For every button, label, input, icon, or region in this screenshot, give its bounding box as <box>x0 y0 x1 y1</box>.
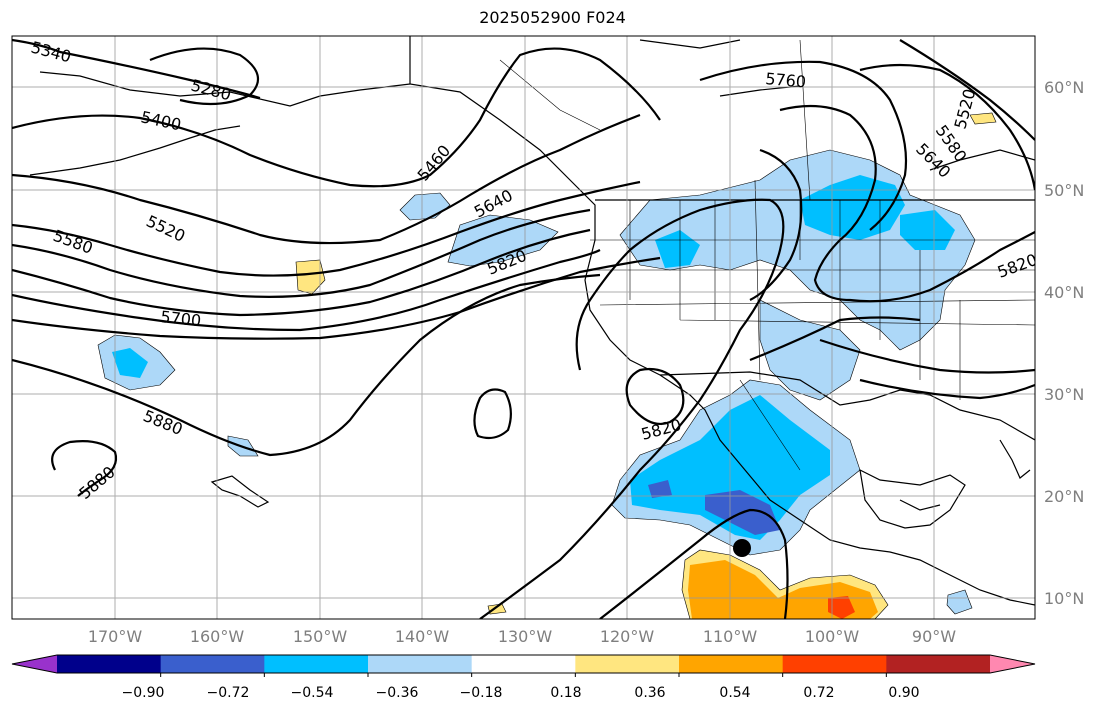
colorbar-tick-label: 0.72 <box>803 685 834 701</box>
map-background <box>12 36 1035 619</box>
colorbar-tick-label: 0.90 <box>888 685 919 701</box>
lon-tick-label: 130°W <box>498 627 553 646</box>
storm-center-marker <box>733 539 751 557</box>
anomaly-region <box>828 596 855 619</box>
anomaly-region <box>112 348 148 378</box>
anomaly-region <box>295 259 326 295</box>
colorbar-tick-label: −0.18 <box>460 685 503 701</box>
height-contours <box>12 38 1035 619</box>
colorbar-segment <box>886 655 991 673</box>
colorbar-tick-label: −0.90 <box>122 685 165 701</box>
anomaly-region <box>946 589 973 615</box>
lon-tick-labels: 170°W 160°W 150°W 140°W 130°W 120°W 110°… <box>88 627 956 646</box>
colorbar-segment <box>679 655 784 673</box>
lat-tick-labels: 60°N 50°N 40°N 30°N 20°N 10°N <box>1044 78 1084 608</box>
colorbar-segment <box>471 655 576 673</box>
lat-tick-label: 20°N <box>1044 487 1084 506</box>
colorbar-tick-label: −0.54 <box>291 685 334 701</box>
lon-tick-label: 120°W <box>600 627 655 646</box>
lat-tick-label: 30°N <box>1044 385 1084 404</box>
colorbar-tick-label: 0.18 <box>550 685 581 701</box>
lon-tick-label: 160°W <box>190 627 245 646</box>
lon-tick-label: 170°W <box>88 627 143 646</box>
lat-tick-label: 50°N <box>1044 181 1084 200</box>
colorbar-tick-label: −0.36 <box>376 685 419 701</box>
contour-label: 5700 <box>160 307 202 330</box>
anomaly-region <box>655 230 700 268</box>
lon-tick-label: 100°W <box>805 627 860 646</box>
colorbar-extend-high <box>990 655 1035 673</box>
colorbar-tick-label: 0.36 <box>634 685 665 701</box>
colorbar-tick-labels: −0.90 −0.72 −0.54 −0.36 −0.18 0.18 0.36 … <box>122 685 920 701</box>
colorbar-segment <box>782 655 887 673</box>
colorbar-extend-low <box>12 655 57 673</box>
anomaly-region <box>648 480 672 498</box>
lon-tick-label: 110°W <box>703 627 758 646</box>
lat-tick-label: 60°N <box>1044 78 1084 97</box>
anomaly-region <box>969 112 997 125</box>
lat-tick-label: 10°N <box>1044 589 1084 608</box>
anomaly-region <box>800 175 905 240</box>
lon-tick-label: 140°W <box>395 627 450 646</box>
colorbar-segment <box>160 655 265 673</box>
coastlines <box>29 36 1035 606</box>
colorbar-segment <box>264 655 369 673</box>
colorbar-outline <box>11 654 1036 674</box>
plot-title: 2025052900 F024 <box>479 8 626 27</box>
lon-tick-label: 90°W <box>912 627 956 646</box>
colorbar <box>11 654 1036 677</box>
colorbar-tick-label: 0.54 <box>719 685 750 701</box>
colorbar-segment <box>368 655 473 673</box>
colorbar-tick-label: −0.72 <box>207 685 250 701</box>
lat-tick-label: 40°N <box>1044 283 1084 302</box>
colorbar-segment <box>57 655 162 673</box>
colorbar-segment <box>575 655 680 673</box>
map-frame <box>11 35 1036 620</box>
lon-tick-label: 150°W <box>293 627 348 646</box>
contour-label: 5760 <box>765 69 807 91</box>
